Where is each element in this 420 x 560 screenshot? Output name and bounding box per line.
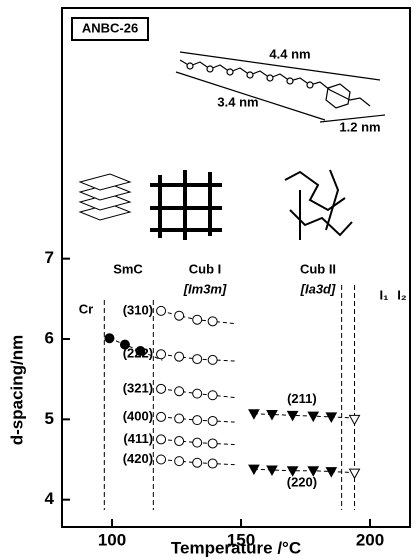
phase-label: I₂ [397, 287, 407, 302]
molecule-label: 1.2 nm [339, 119, 380, 134]
data-point [208, 355, 217, 364]
y-tick-label: 5 [45, 409, 54, 428]
phase-label: Cub I [189, 261, 222, 276]
series-label: (411) [123, 431, 153, 446]
data-point [208, 391, 217, 400]
x-tick-label: 150 [227, 530, 255, 549]
x-tick-label: 100 [98, 530, 126, 549]
data-point [193, 458, 202, 467]
data-point [175, 414, 184, 423]
data-point [175, 387, 184, 396]
data-point [157, 384, 166, 393]
molecule [180, 60, 370, 108]
data-point [208, 416, 217, 425]
smc-layers [80, 174, 130, 220]
data-point [175, 457, 184, 466]
data-point [157, 306, 166, 315]
chart-title: ANBC-26 [82, 20, 138, 35]
data-point [175, 352, 184, 361]
data-point [350, 469, 360, 478]
phase-label: SmC [113, 261, 143, 276]
data-point [208, 459, 217, 468]
data-point [193, 315, 202, 324]
data-point [208, 439, 217, 448]
x-tick-label: 200 [356, 530, 384, 549]
series-label: (211) [287, 391, 317, 406]
series-label: (220) [287, 475, 317, 490]
data-point [157, 350, 166, 359]
dimension-arrows [176, 52, 385, 122]
data-point [208, 317, 217, 326]
phase-label: I₁ [380, 287, 389, 302]
y-tick-label: 6 [45, 328, 54, 347]
data-point [193, 389, 202, 398]
phase-label: [Ia3d] [300, 281, 336, 296]
series-label: (400) [123, 408, 153, 423]
chart: ANBC-26 4.4 nm 3.4 nm 1.2 nm SmC Cub I [… [0, 0, 420, 560]
data-point [193, 355, 202, 364]
series-label: (321) [123, 380, 153, 395]
molecule-label: 3.4 nm [217, 94, 258, 109]
series-label: (222) [123, 346, 153, 361]
y-tick-label: 7 [45, 248, 54, 267]
cubic-lattice [150, 170, 222, 240]
y-tick-label: 4 [45, 489, 55, 508]
y-axis-label: d-spacing/nm [7, 335, 26, 446]
data-point [193, 438, 202, 447]
data-point [308, 412, 318, 421]
series-label: (420) [123, 451, 153, 466]
gyroid [285, 170, 352, 240]
data-point [105, 334, 114, 343]
data-point [157, 455, 166, 464]
phase-label: Cr [79, 301, 93, 316]
data-point [175, 437, 184, 446]
series-label: (310) [123, 302, 153, 317]
phase-label: Cub II [300, 261, 336, 276]
molecule-label: 4.4 nm [269, 46, 310, 61]
phase-label: [Im3m] [183, 281, 227, 296]
data-point [157, 435, 166, 444]
data-point [350, 415, 360, 424]
data-point [193, 416, 202, 425]
data-point [175, 311, 184, 320]
data-point [157, 412, 166, 421]
